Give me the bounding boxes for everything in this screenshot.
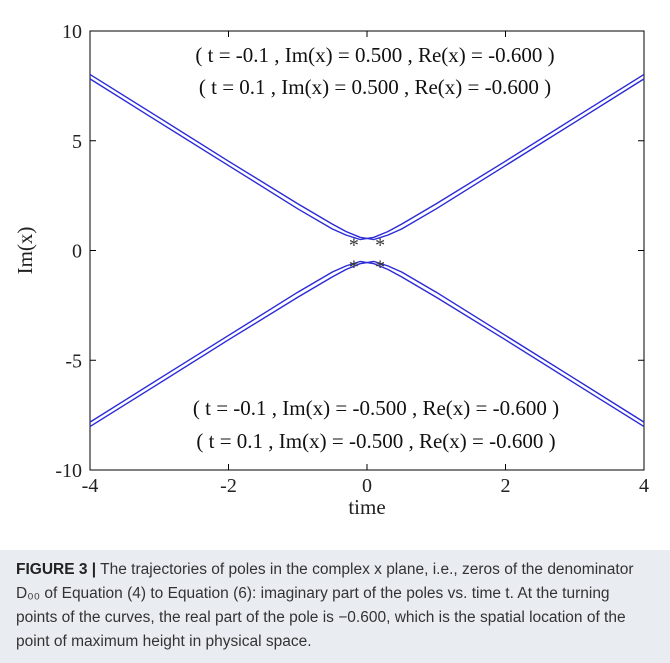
pole-trajectory-lower-line: [89, 260, 645, 428]
axis-ticks: -4 -2 0 2 4 -10 -5 0 5 10: [55, 21, 649, 497]
figure-caption: FIGURE 3 | The trajectories of poles in …: [0, 550, 670, 663]
pole-trajectory-upper-line: [89, 73, 645, 241]
x-tick-label: 4: [639, 475, 649, 497]
y-axis-label: Im(x): [13, 227, 37, 275]
x-axis-label: time: [348, 495, 385, 519]
annotations: ( t = -0.1 , Im(x) = 0.500 , Re(x) = -0.…: [193, 43, 559, 453]
pole-annotation: ( t = 0.1 , Im(x) = -0.500 , Re(x) = -0.…: [196, 429, 555, 453]
y-tick-label: -5: [65, 350, 82, 372]
pole-trajectory-upper-line: [89, 73, 645, 241]
y-tick-label: 10: [62, 21, 82, 43]
x-tick-label: -2: [220, 475, 237, 497]
turning-point-marker: *: [349, 256, 359, 278]
x-tick-label: 2: [501, 475, 511, 497]
y-tick-label: -10: [55, 460, 82, 482]
x-tick-label: -4: [82, 475, 99, 497]
turning-point-marker: *: [375, 235, 385, 257]
turning-point-marker: *: [349, 235, 359, 257]
pole-annotation: ( t = -0.1 , Im(x) = -0.500 , Re(x) = -0…: [193, 396, 559, 420]
caption-text: The trajectories of poles in the complex…: [16, 561, 634, 650]
caption-label: FIGURE 3 |: [16, 561, 97, 578]
y-tick-label: 5: [72, 131, 82, 153]
y-tick-label: 0: [72, 241, 82, 263]
curves: [89, 73, 645, 428]
turning-point-markers: * ** *: [349, 235, 385, 279]
x-tick-label: 0: [362, 475, 372, 497]
pole-annotation: ( t = 0.1 , Im(x) = 0.500 , Re(x) = -0.6…: [199, 75, 551, 99]
pole-annotation: ( t = -0.1 , Im(x) = 0.500 , Re(x) = -0.…: [195, 43, 554, 67]
turning-point-marker: *: [375, 256, 385, 278]
